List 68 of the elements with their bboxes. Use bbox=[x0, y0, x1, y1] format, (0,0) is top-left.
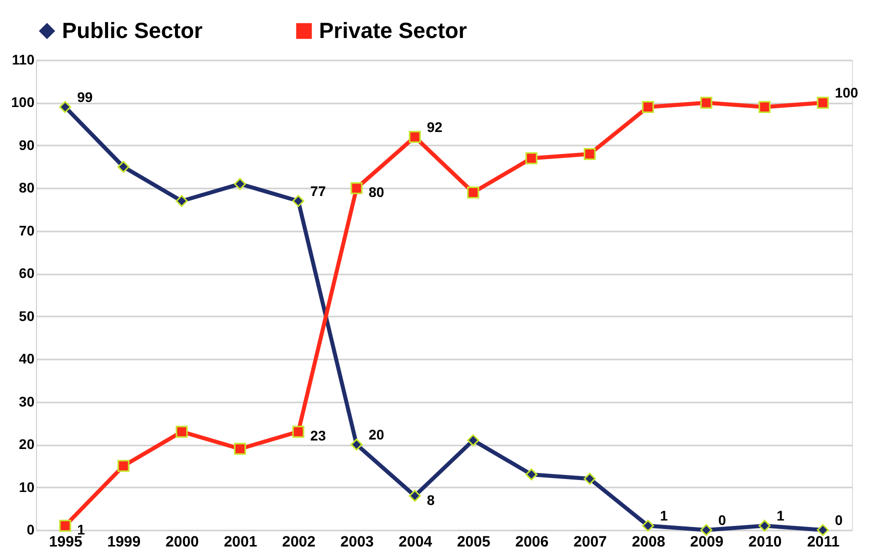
point bbox=[467, 186, 480, 198]
y-tick-label: 40 bbox=[18, 350, 35, 367]
y-tick-label: 100 bbox=[11, 94, 35, 110]
y-tick-label: 20 bbox=[18, 436, 35, 452]
y-tick-label: 90 bbox=[18, 136, 35, 153]
point bbox=[234, 442, 246, 455]
x-tick-label: 2004 bbox=[398, 534, 433, 550]
y-tick-label: 80 bbox=[18, 180, 35, 196]
point bbox=[642, 101, 654, 113]
x-tick-label: 2008 bbox=[632, 534, 666, 550]
data-label: 100 bbox=[834, 84, 858, 101]
x-tick-label: 1999 bbox=[107, 534, 141, 550]
x-tick-label: 2002 bbox=[282, 534, 316, 550]
y-tick-label: 60 bbox=[18, 265, 35, 282]
point bbox=[350, 182, 363, 194]
point bbox=[642, 520, 654, 532]
point bbox=[584, 472, 596, 485]
point bbox=[59, 520, 72, 532]
y-tick-label: 110 bbox=[12, 52, 35, 68]
point bbox=[292, 426, 304, 438]
point bbox=[816, 96, 829, 109]
point bbox=[700, 524, 712, 536]
point bbox=[700, 96, 712, 109]
x-tick-label: 2001 bbox=[224, 534, 258, 550]
y-tick-label: 70 bbox=[18, 222, 35, 238]
point bbox=[117, 160, 130, 173]
point bbox=[292, 195, 304, 207]
point bbox=[525, 152, 538, 164]
y-tick-label: 10 bbox=[18, 478, 35, 495]
y-tick-label: 0 bbox=[26, 522, 35, 538]
point bbox=[176, 426, 188, 438]
data-label: 23 bbox=[310, 428, 326, 444]
point bbox=[584, 148, 596, 160]
point bbox=[758, 101, 771, 113]
point bbox=[234, 178, 246, 190]
point bbox=[467, 434, 480, 446]
data-label: 92 bbox=[426, 118, 443, 135]
point bbox=[59, 101, 72, 113]
x-tick-label: 2000 bbox=[166, 534, 199, 550]
point bbox=[408, 490, 421, 502]
x-tick-label: 2010 bbox=[748, 534, 782, 550]
legend-label: Public Sector bbox=[62, 18, 204, 43]
y-tick-label: 30 bbox=[18, 393, 35, 410]
x-tick-label: 2005 bbox=[456, 534, 490, 550]
x-tick-label: 2007 bbox=[574, 534, 607, 550]
data-label: 99 bbox=[77, 89, 93, 105]
data-label: 20 bbox=[368, 426, 384, 443]
point bbox=[408, 130, 421, 143]
point bbox=[758, 520, 771, 532]
point bbox=[117, 460, 130, 472]
point bbox=[176, 195, 188, 207]
x-tick-label: 1995 bbox=[48, 534, 82, 550]
point bbox=[816, 524, 829, 536]
legend-label: Private Sector bbox=[319, 18, 468, 43]
data-label: 80 bbox=[368, 184, 384, 200]
y-tick-label: 50 bbox=[18, 308, 35, 324]
data-label: 0 bbox=[718, 512, 726, 528]
data-label: 0 bbox=[834, 512, 843, 528]
data-label: 8 bbox=[426, 492, 435, 508]
data-label: 77 bbox=[310, 183, 326, 199]
x-tick-label: 2011 bbox=[807, 534, 840, 550]
x-tick-label: 2006 bbox=[515, 534, 549, 550]
x-tick-label: 2003 bbox=[340, 534, 374, 550]
point bbox=[525, 468, 538, 480]
data-label: 1 bbox=[660, 508, 668, 524]
data-label: 1 bbox=[776, 508, 785, 524]
x-tick-label: 2009 bbox=[690, 534, 724, 550]
point bbox=[350, 438, 363, 451]
